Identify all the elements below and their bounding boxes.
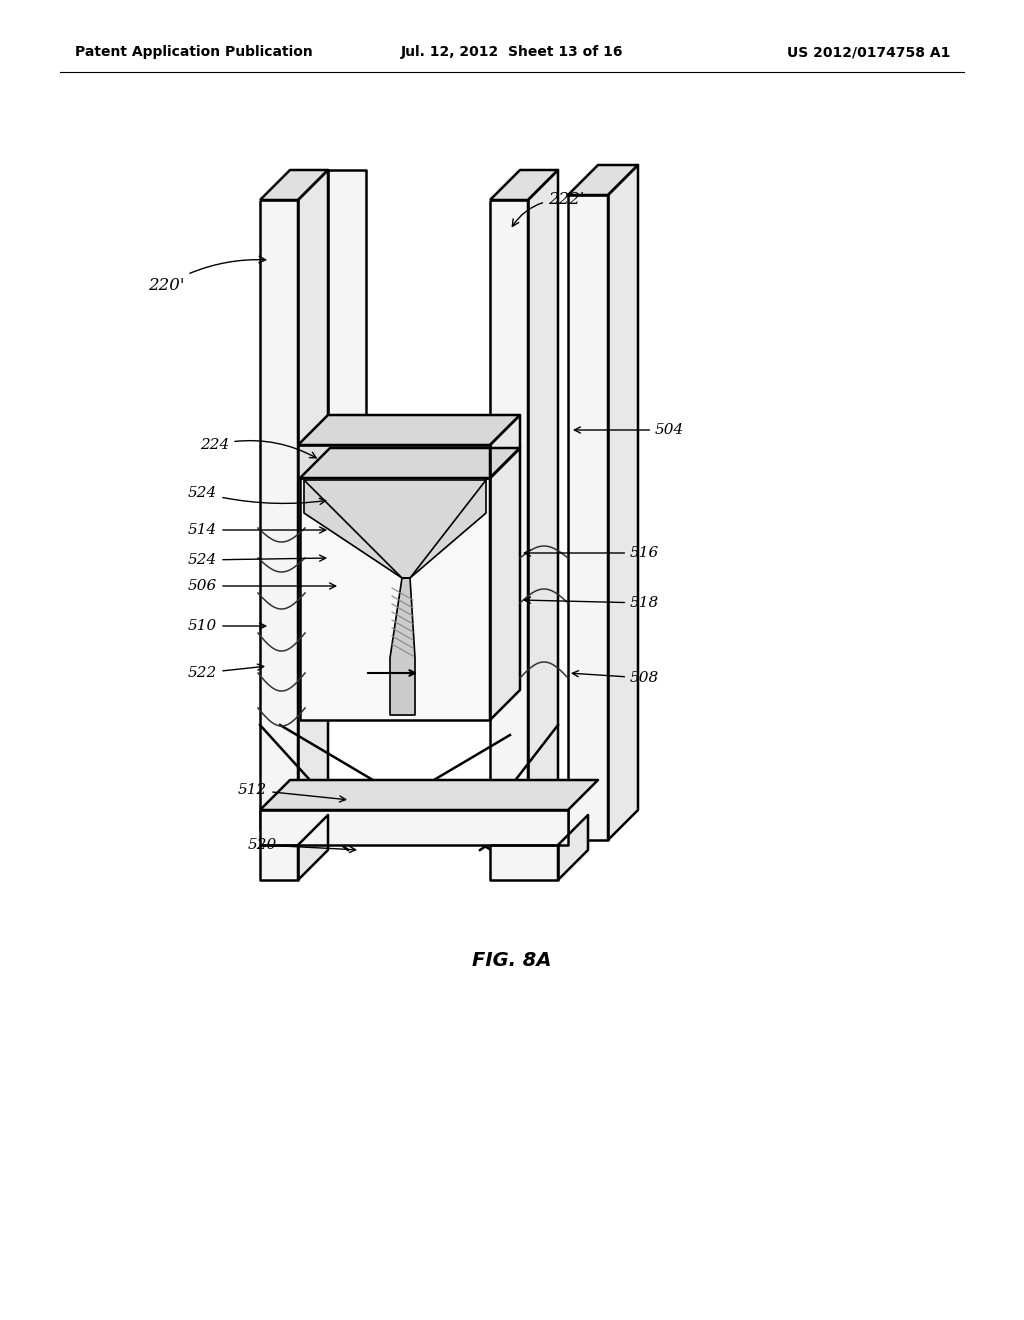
Polygon shape [260, 810, 568, 845]
Polygon shape [298, 814, 328, 880]
Polygon shape [528, 170, 558, 830]
Text: 516: 516 [524, 546, 659, 560]
Text: 222': 222' [512, 191, 585, 226]
Polygon shape [298, 170, 328, 445]
Polygon shape [490, 201, 528, 830]
Text: 524: 524 [188, 486, 326, 504]
Text: 220': 220' [148, 256, 265, 293]
Text: FIG. 8A: FIG. 8A [472, 950, 552, 969]
Text: 520: 520 [248, 838, 355, 853]
Polygon shape [490, 447, 520, 719]
Polygon shape [390, 578, 415, 715]
Polygon shape [304, 480, 486, 578]
Polygon shape [260, 780, 598, 810]
Text: 514: 514 [188, 523, 326, 537]
Polygon shape [568, 195, 608, 840]
Text: US 2012/0174758 A1: US 2012/0174758 A1 [786, 45, 950, 59]
Text: 512: 512 [238, 783, 346, 803]
Text: 224: 224 [200, 438, 316, 458]
Polygon shape [300, 478, 490, 719]
Text: 506: 506 [188, 579, 336, 593]
Polygon shape [260, 201, 298, 830]
Text: 504: 504 [574, 422, 684, 437]
Polygon shape [328, 170, 366, 450]
Text: 508: 508 [572, 671, 659, 685]
Text: Jul. 12, 2012  Sheet 13 of 16: Jul. 12, 2012 Sheet 13 of 16 [400, 45, 624, 59]
Polygon shape [608, 165, 638, 840]
Polygon shape [298, 445, 490, 478]
Polygon shape [490, 170, 558, 445]
Polygon shape [298, 414, 520, 445]
Polygon shape [260, 845, 298, 880]
Polygon shape [490, 170, 558, 201]
Polygon shape [260, 170, 328, 201]
Polygon shape [568, 165, 638, 195]
Polygon shape [490, 845, 558, 880]
Text: Patent Application Publication: Patent Application Publication [75, 45, 312, 59]
Polygon shape [298, 170, 328, 830]
Text: 522: 522 [188, 664, 264, 680]
Polygon shape [300, 447, 520, 478]
Text: 524: 524 [188, 553, 326, 568]
Text: 510: 510 [188, 619, 265, 634]
Polygon shape [558, 814, 588, 880]
Polygon shape [490, 414, 520, 478]
Text: 518: 518 [524, 597, 659, 610]
